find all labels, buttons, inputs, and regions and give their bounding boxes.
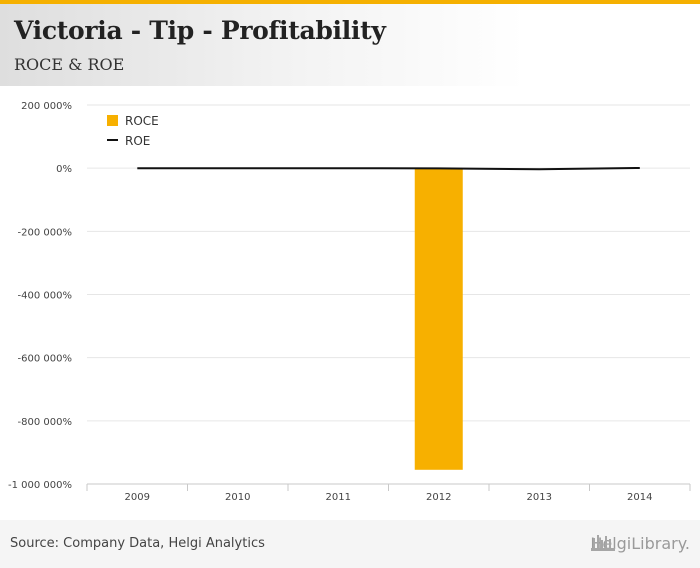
x-axis: 2009 2010 2011 2012 2013 2014 xyxy=(86,483,691,503)
y-tick-label: 200 000% xyxy=(21,101,72,112)
y-tick-label: 0% xyxy=(56,164,72,175)
header: Victoria - Tip - Profitability ROCE & RO… xyxy=(0,4,700,86)
y-tick-label: -800 000% xyxy=(18,417,72,428)
y-tick-label: -400 000% xyxy=(18,291,72,302)
chart-area: 200 000% 0% -200 000% -400 000% -600 000% -80… xyxy=(0,86,700,520)
library-building-icon xyxy=(591,535,616,551)
y-tick-label: -200 000% xyxy=(18,227,72,238)
grid-lines xyxy=(87,104,690,485)
helgi-library-logo[interactable]: HelgiLibrary. xyxy=(590,532,690,554)
page-subtitle: ROCE & ROE xyxy=(14,55,125,74)
x-tick-label: 2014 xyxy=(627,492,652,503)
legend-roe-label: ROE xyxy=(125,134,150,148)
roce-bars xyxy=(414,168,463,470)
x-tick-label: 2013 xyxy=(527,492,552,503)
y-tick-label: -1 000 000% xyxy=(8,480,72,491)
x-tick-label: 2009 xyxy=(125,492,150,503)
legend: ROCE ROE xyxy=(107,114,159,148)
x-tick-label: 2012 xyxy=(426,492,451,503)
source-note: Source: Company Data, Helgi Analytics xyxy=(10,536,265,551)
accent-bar xyxy=(0,0,700,4)
profitability-chart: 200 000% 0% -200 000% -400 000% -600 000% -80… xyxy=(8,101,691,503)
y-axis: 200 000% 0% -200 000% -400 000% -600 000% -80… xyxy=(8,101,72,491)
x-tick-label: 2011 xyxy=(326,492,351,503)
page-title: Victoria - Tip - Profitability xyxy=(14,16,386,45)
roe-series-line xyxy=(137,167,640,171)
legend-roce-label: ROCE xyxy=(125,114,159,128)
logo-text: HelgiLibrary. xyxy=(590,533,690,553)
y-tick-label: -600 000% xyxy=(18,354,72,365)
roce-bar xyxy=(414,168,463,470)
x-tick-label: 2010 xyxy=(225,492,250,503)
legend-roce-swatch xyxy=(107,115,118,126)
roe-line xyxy=(137,167,640,171)
